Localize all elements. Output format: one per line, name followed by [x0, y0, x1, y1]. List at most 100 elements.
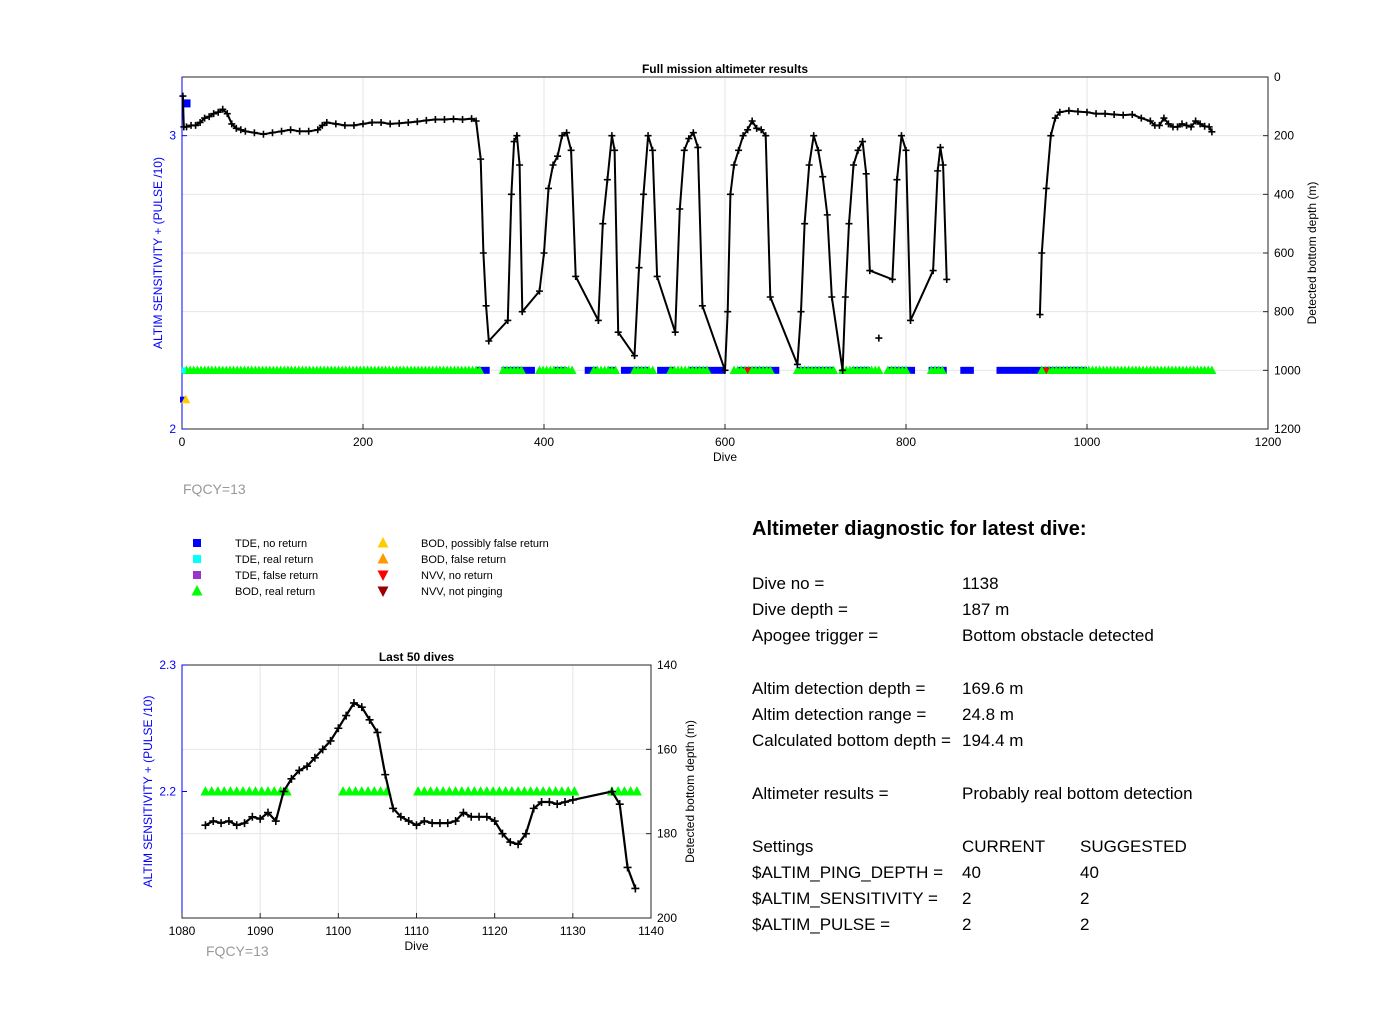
last50-bottom-depth-point [287, 774, 296, 783]
diag-label: Apogee trigger = [752, 626, 879, 645]
diag-value: 24.8 m [962, 705, 1014, 724]
mission-bottom-depth-point [757, 126, 765, 134]
last50-bottom-depth-point [404, 817, 413, 826]
bod-real-return-marker [200, 786, 211, 796]
mission-bottom-depth-point [897, 132, 905, 140]
mission-bottom-depth-point [676, 205, 684, 213]
mission-bottom-depth-point [250, 129, 258, 137]
bod-real-return-marker [225, 786, 236, 796]
mission-bottom-depth-point [671, 328, 679, 336]
bod-real-return-marker [425, 786, 436, 796]
settings-current-header: CURRENT [962, 837, 1046, 856]
last50-bottom-depth-point [365, 715, 374, 724]
mission-bottom-depth-line [181, 96, 1213, 371]
mission-bottom-depth-point [1128, 111, 1136, 119]
last50-y-right-axis-label: Detected bottom depth (m) [683, 720, 697, 863]
mission-bottom-depth-point [841, 293, 849, 301]
mission-bottom-depth-point [567, 146, 575, 154]
mission-bottom-depth-point [649, 146, 657, 154]
nvv-no-return-marker [744, 367, 752, 375]
last50-y-left-tick-label: 2.2 [159, 785, 176, 799]
mission-bottom-depth-point [1065, 107, 1073, 115]
mission-title: Full mission altimeter results [642, 62, 808, 76]
legend-triangle-marker [377, 537, 389, 548]
mission-y-right-tick-label: 400 [1274, 187, 1294, 201]
mission-bottom-depth-point [793, 360, 801, 368]
bod-real-return-marker [538, 786, 549, 796]
last50-bottom-depth-point [342, 711, 351, 720]
mission-bottom-depth-point [929, 267, 937, 275]
last50-bottom-depth-point [209, 817, 218, 826]
bod-real-return-marker [431, 786, 442, 796]
last50-y-right-tick-label: 200 [657, 911, 677, 925]
last50-bottom-depth-point [334, 724, 343, 733]
legend-swatch [377, 570, 389, 581]
last50-chart: 1080 1090 1100 1110 1120 1130 1140 2.2 2.3 140 160… [141, 650, 697, 959]
mission-bottom-depth-point [540, 249, 548, 257]
last50-bottom-depth-point [389, 804, 398, 813]
mission-y-right-tick-label: 800 [1274, 305, 1294, 319]
settings-label: $ALTIM_PING_DEPTH = [752, 863, 943, 882]
mission-bottom-depth-point [219, 105, 227, 113]
bod-real-return-marker [648, 365, 658, 374]
mission-bottom-depth-point [386, 120, 394, 128]
mission-bottom-depth-point [1137, 114, 1145, 122]
mission-bottom-depth-point [196, 118, 204, 126]
legend-label: TDE, no return [235, 538, 307, 550]
bod-real-return-marker [494, 786, 505, 796]
mission-bottom-depth-point [1187, 123, 1195, 131]
mission-bottom-depth-point [535, 287, 543, 295]
settings-current: 2 [962, 915, 972, 934]
settings-label: $ALTIM_PULSE = [752, 915, 891, 934]
mission-bottom-depth-point [205, 113, 213, 121]
legend: TDE, no return TDE, real return TDE, false… [191, 537, 549, 598]
legend-swatch [377, 537, 389, 548]
bod-real-return-marker [450, 786, 461, 796]
mission-bottom-depth-point [269, 129, 276, 137]
last50-bottom-depth-point [412, 821, 421, 830]
last50-bottom-depth-point [248, 812, 257, 821]
mission-bottom-depth-point [359, 120, 367, 128]
mission-bottom-depth-point [241, 127, 249, 135]
mission-bottom-depth-point [479, 249, 487, 257]
last50-bottom-depth-point [263, 808, 272, 817]
last50-bottom-depth-point [521, 829, 530, 838]
diag-label: Dive no = [752, 574, 825, 593]
last50-bottom-depth-point [568, 795, 577, 804]
last50-bottom-depth-point [506, 838, 515, 847]
mission-bottom-depth-point [1160, 114, 1168, 122]
bod-real-return-marker [237, 786, 248, 796]
mission-bottom-depth-point [1110, 111, 1118, 119]
bod-real-return-marker [475, 365, 485, 374]
mission-bottom-depth-point [762, 132, 770, 140]
bod-real-return-marker [212, 786, 223, 796]
settings-label: Settings [752, 837, 814, 856]
last50-bottom-depth-point [498, 829, 507, 838]
last50-bottom-depth-point [318, 745, 327, 754]
diag-value: Bottom obstacle detected [962, 626, 1154, 645]
mission-bottom-depth-point [828, 293, 836, 301]
bod-real-return-marker [506, 786, 517, 796]
mission-x-tick-label: 800 [896, 435, 916, 449]
legend-label: NVV, not pinging [421, 586, 503, 598]
tde-no-return-marker [182, 99, 191, 108]
mission-bottom-depth-point [1051, 114, 1059, 122]
last50-title: Last 50 dives [379, 650, 455, 664]
last50-bottom-depth-point [217, 819, 226, 828]
diag-label: Calculated bottom depth = [752, 731, 951, 750]
mission-bottom-depth-point [468, 115, 476, 123]
mission-bottom-depth-point [305, 127, 313, 135]
mission-bottom-depth-point [516, 161, 524, 169]
mission-bottom-depth-point [563, 129, 571, 137]
legend-swatch [193, 571, 201, 579]
bod-real-return-marker [350, 786, 361, 796]
last50-bottom-depth-point [631, 884, 640, 893]
mission-bottom-depth-point [1164, 120, 1172, 128]
legend-swatch [193, 539, 201, 547]
mission-bottom-depth-point [477, 155, 485, 163]
last50-y-left-axis-label: ALTIM SENSITIVITY + (PULSE /10) [141, 696, 155, 888]
bod-real-return-marker [874, 365, 884, 374]
last50-bottom-depth-point [373, 728, 382, 737]
mission-bottom-depth-point [1042, 184, 1050, 192]
mission-bottom-depth-point [296, 127, 304, 135]
